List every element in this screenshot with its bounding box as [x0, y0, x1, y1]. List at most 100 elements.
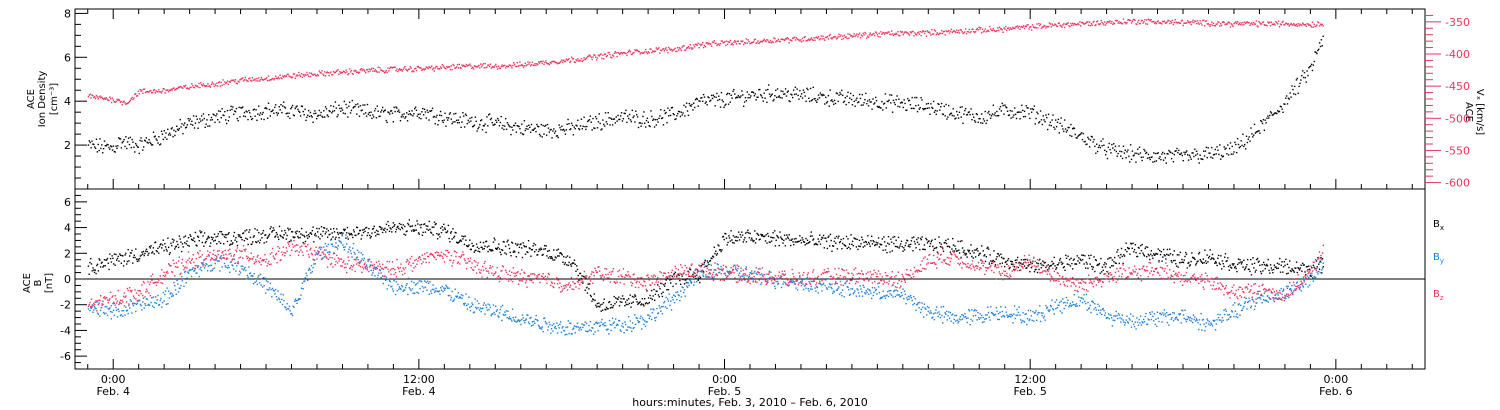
data-point: [275, 77, 278, 79]
data-point: [660, 49, 663, 52]
data-point: [948, 114, 951, 116]
data-point: [131, 249, 133, 252]
data-point: [254, 228, 256, 230]
data-point: [315, 117, 318, 120]
tick-label: 8: [64, 7, 71, 20]
data-point: [1207, 147, 1209, 149]
data-point: [147, 304, 149, 306]
data-point: [507, 239, 509, 241]
data-point: [243, 239, 246, 242]
data-point: [680, 49, 682, 52]
data-point: [1039, 258, 1041, 261]
data-point: [242, 232, 244, 235]
data-point: [270, 110, 272, 113]
data-point: [818, 39, 821, 41]
data-point: [261, 113, 263, 116]
data-point: [787, 237, 790, 240]
data-point: [181, 123, 183, 125]
data-point: [1298, 269, 1301, 271]
data-point: [327, 115, 329, 118]
data-point: [997, 115, 999, 117]
data-point: [132, 304, 135, 307]
data-point: [729, 39, 732, 42]
data-point: [1242, 266, 1244, 268]
data-point: [620, 112, 623, 114]
data-point: [602, 54, 604, 56]
data-point: [985, 122, 987, 124]
data-point: [697, 42, 699, 44]
data-point: [314, 263, 317, 265]
data-point: [294, 77, 296, 80]
data-point: [686, 47, 689, 49]
data-point: [770, 94, 773, 96]
data-point: [758, 42, 760, 45]
data-point: [268, 289, 270, 291]
data-point: [1098, 262, 1101, 265]
data-point: [568, 261, 570, 264]
data-point: [336, 70, 338, 72]
data-point: [491, 66, 493, 68]
data-point: [93, 96, 96, 98]
data-point: [1317, 49, 1319, 52]
data-point: [1305, 273, 1307, 276]
data-point: [374, 107, 377, 110]
data-point: [1252, 136, 1254, 138]
data-point: [157, 91, 159, 93]
data-point: [970, 108, 972, 110]
data-point: [298, 298, 301, 300]
data-point: [91, 94, 93, 96]
data-point: [418, 233, 421, 235]
data-point: [1126, 246, 1129, 249]
data-point: [515, 65, 518, 68]
data-point: [1055, 25, 1058, 27]
data-point: [264, 107, 266, 110]
data-point: [356, 71, 359, 73]
data-point: [396, 68, 398, 70]
data-point: [781, 38, 783, 40]
data-point: [1181, 154, 1184, 157]
data-point: [796, 38, 798, 40]
data-point: [1107, 146, 1110, 149]
data-point: [241, 107, 243, 109]
data-point: [348, 101, 351, 104]
data-point: [825, 36, 827, 39]
data-point: [765, 89, 767, 91]
data-point: [1243, 259, 1245, 262]
data-point: [595, 56, 597, 58]
data-point: [1013, 114, 1015, 116]
data-point: [731, 239, 733, 241]
data-point: [798, 240, 800, 242]
data-point: [207, 265, 210, 267]
data-point: [309, 269, 311, 271]
data-point: [516, 124, 518, 127]
data-point: [1119, 22, 1121, 24]
data-point: [833, 103, 835, 105]
data-point: [1174, 259, 1176, 262]
data-point: [1166, 152, 1168, 155]
data-point: [307, 279, 309, 282]
data-point: [806, 239, 809, 242]
data-point: [501, 249, 504, 251]
data-point: [360, 238, 362, 240]
data-point: [286, 73, 288, 76]
data-point: [895, 32, 897, 35]
data-point: [301, 282, 304, 284]
data-point: [834, 102, 837, 105]
data-point: [675, 118, 677, 120]
data-point: [1029, 261, 1032, 263]
data-point: [504, 252, 506, 254]
data-point: [405, 230, 408, 233]
data-point: [933, 29, 936, 31]
data-point: [308, 235, 310, 238]
tick-label: 0: [64, 273, 71, 286]
data-point: [881, 238, 884, 240]
data-point: [990, 260, 992, 262]
data-point: [608, 51, 610, 54]
data-point: [618, 118, 620, 121]
data-point: [376, 105, 378, 107]
data-point: [290, 239, 292, 241]
data-point: [1041, 264, 1043, 266]
data-point: [122, 255, 124, 257]
data-point: [422, 231, 424, 234]
data-point: [952, 244, 955, 246]
